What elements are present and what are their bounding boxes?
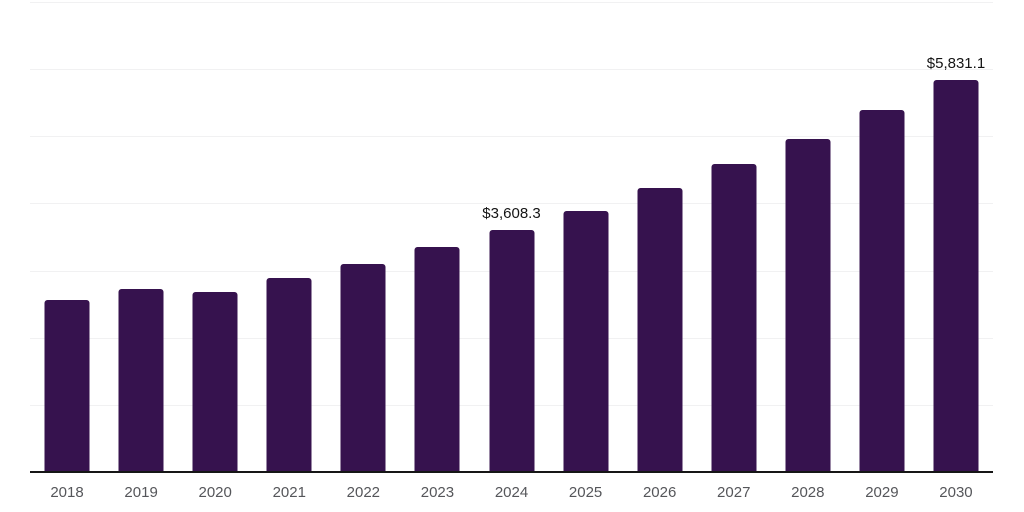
bar-2021[interactable] [266, 277, 312, 472]
plot-area: $3,608.3 $5,831.1 [30, 2, 993, 472]
x-tick-2024: 2024 [494, 484, 529, 501]
x-tick-2026: 2026 [642, 484, 677, 501]
bar-slot-2023 [400, 2, 474, 472]
bar-slot-2022 [326, 2, 400, 472]
bar-2025[interactable] [563, 211, 609, 472]
bar-2022[interactable] [340, 264, 386, 472]
x-tick-2019: 2019 [124, 484, 158, 501]
bar-2020[interactable] [192, 292, 238, 472]
bar-2024[interactable] [489, 229, 534, 472]
bar-slot-2024: $3,608.3 [474, 2, 548, 472]
gridline-6000 [30, 69, 993, 71]
bar-slot-2027 [697, 2, 771, 472]
x-tick-2025: 2025 [568, 484, 603, 501]
bar-2026[interactable] [637, 188, 683, 472]
x-tick-2018: 2018 [50, 484, 84, 501]
gridline-4000 [30, 203, 993, 205]
bar-series: $3,608.3 $5,831.1 [30, 2, 993, 472]
bar-2018[interactable] [44, 300, 90, 472]
gridline-5000 [30, 136, 993, 138]
bar-slot-2021 [252, 2, 326, 472]
gridline-7000 [30, 2, 993, 3]
bar-2023[interactable] [414, 246, 460, 472]
x-tick-2023: 2023 [420, 484, 455, 501]
x-axis-line [30, 471, 993, 473]
bar-2029[interactable] [859, 110, 905, 472]
data-label-2024: $3,608.3 [482, 204, 541, 222]
x-tick-2028: 2028 [791, 484, 825, 501]
bar-slot-2018 [30, 2, 104, 472]
x-tick-2027: 2027 [717, 484, 751, 501]
bar-slot-2026 [623, 2, 697, 472]
data-label-2030: $5,831.1 [926, 55, 986, 73]
bar-slot-2019 [104, 2, 178, 472]
bar-2019[interactable] [118, 289, 164, 472]
x-axis: 2018 2019 2020 2021 2022 2023 2024 2025 2026 2027… [30, 476, 993, 512]
x-tick-2030: 2030 [939, 484, 973, 501]
x-tick-2020: 2020 [198, 484, 232, 501]
bar-2027[interactable] [711, 164, 757, 472]
x-tick-2029: 2029 [865, 484, 899, 501]
x-tick-2021: 2021 [272, 484, 306, 501]
bar-slot-2030: $5,831.1 [919, 2, 993, 472]
bar-2030[interactable] [933, 80, 979, 472]
bar-slot-2025 [549, 2, 623, 472]
x-tick-2022: 2022 [346, 484, 381, 501]
bar-slot-2028 [771, 2, 845, 472]
bar-slot-2029 [845, 2, 919, 472]
bar-2028[interactable] [785, 139, 831, 472]
bar-slot-2020 [178, 2, 252, 472]
